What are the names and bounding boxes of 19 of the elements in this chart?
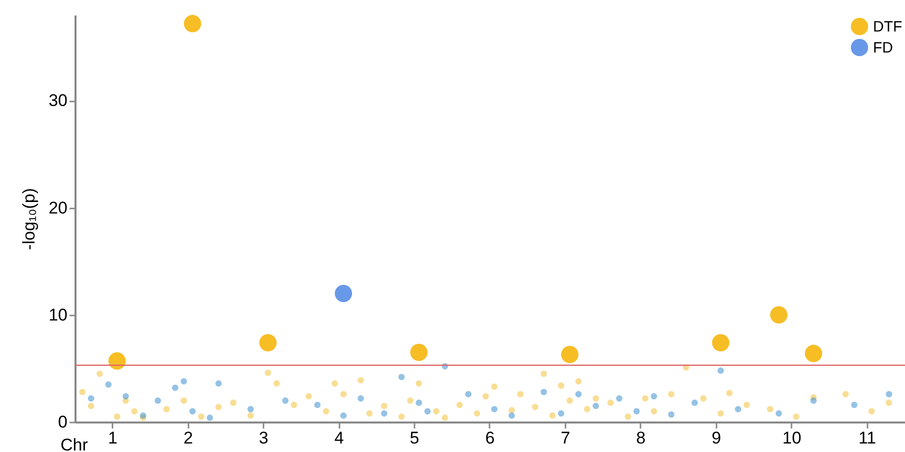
x-tick-label: 5 — [410, 428, 420, 448]
x-axis-title: Chr — [60, 436, 88, 452]
y-axis-title: -log₁₀(p) — [20, 188, 39, 250]
x-tick-label: 4 — [334, 428, 344, 448]
x-tick-label: 7 — [560, 428, 570, 448]
x-tick-label: 6 — [485, 428, 495, 448]
x-tick-label: 3 — [258, 428, 268, 448]
x-tick-label: 11 — [858, 428, 876, 448]
y-tick-label: 30 — [48, 91, 68, 110]
x-tick-label: 8 — [636, 428, 646, 448]
y-tick-label: 10 — [48, 305, 68, 324]
x-tick-label: 9 — [712, 428, 722, 448]
x-tick-label: 1 — [108, 428, 118, 448]
y-tick-label: 0 — [58, 412, 68, 432]
x-tick-label: 2 — [183, 428, 193, 448]
y-tick-label: 20 — [48, 198, 68, 218]
legend-label: DTF — [873, 18, 902, 36]
legend-label: FD — [873, 40, 894, 56]
x-tick-label: 10 — [782, 428, 802, 448]
